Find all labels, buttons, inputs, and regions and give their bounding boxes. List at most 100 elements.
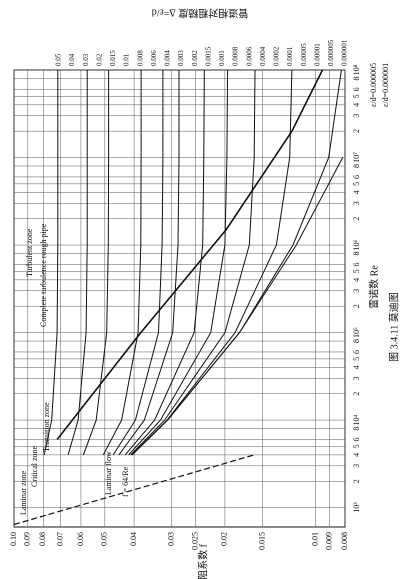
roughness-label: 0.000001 bbox=[341, 39, 349, 66]
x-tick-label: 2 bbox=[352, 129, 361, 133]
x-tick-label: 5 bbox=[352, 94, 361, 98]
roughness-curve bbox=[112, 70, 164, 456]
x-tick-label: 3 bbox=[352, 376, 361, 380]
y-tick-label: 0.05 bbox=[100, 532, 109, 546]
x-tick-label: 10⁷ bbox=[352, 152, 361, 163]
roughness-label: 0.008 bbox=[136, 50, 144, 66]
y-axis-label: 摩阻系数 f bbox=[196, 543, 209, 579]
annotation: Laminar zone bbox=[19, 470, 28, 515]
x-tick-label: 3 bbox=[352, 201, 361, 205]
roughness-label: 0.0006 bbox=[245, 46, 253, 66]
annotation: Complete turbulence rough pipe bbox=[39, 223, 48, 327]
roughness-label: 0.000005 bbox=[327, 39, 335, 66]
x-tick-label: 8 bbox=[352, 427, 361, 431]
x-tick-label: 6 bbox=[352, 262, 361, 266]
x-tick-label: 3 bbox=[352, 289, 361, 293]
y-tick-label: 0.07 bbox=[56, 532, 65, 546]
annotation: Critical zone bbox=[30, 445, 39, 487]
roughness-curve bbox=[43, 70, 59, 456]
x-tick-label: 3 bbox=[352, 114, 361, 118]
roughness-label: 0.0015 bbox=[204, 46, 212, 66]
x-tick-label: 10³ bbox=[352, 502, 361, 513]
x-tick-label: 2 bbox=[352, 392, 361, 396]
roughness-curve bbox=[131, 157, 344, 456]
annotation: ε/d=0.000005 bbox=[369, 63, 378, 107]
x-tick-label: 8 bbox=[352, 252, 361, 256]
roughness-label: 0.004 bbox=[164, 50, 172, 66]
roughness-curve bbox=[67, 70, 88, 456]
y-tick-label: 0.09 bbox=[23, 532, 32, 546]
y-tick-label: 0.04 bbox=[129, 532, 138, 546]
x-tick-label: 8 bbox=[352, 76, 361, 80]
x-tick-label: 6 bbox=[352, 350, 361, 354]
x-tick-label: 10⁵ bbox=[352, 327, 361, 338]
roughness-label: 0.001 bbox=[218, 50, 226, 66]
roughness-label: 0.0008 bbox=[232, 46, 240, 66]
y-tick-label: 0.08 bbox=[38, 532, 47, 546]
y-tick-label: 0.02 bbox=[220, 532, 229, 546]
roughness-label: 0.015 bbox=[109, 50, 117, 66]
x-tick-label: 5 bbox=[352, 182, 361, 186]
plot: 0.10 0.09 0.08 0.07 0.06 0.05 0.04 0.03 0.025 0.0… bbox=[9, 39, 400, 579]
annotation: ε/d=0.000001 bbox=[381, 63, 390, 107]
roughness-curve bbox=[118, 70, 180, 456]
x-tick-label: 4 bbox=[352, 190, 361, 194]
roughness-curve bbox=[131, 69, 293, 456]
annotation: Laminar flow bbox=[104, 451, 113, 495]
roughness-label: 0.00001 bbox=[313, 43, 321, 66]
annotation: f = 64/Re bbox=[121, 466, 130, 497]
laminar-line bbox=[13, 454, 255, 526]
x-tick-label: 2 bbox=[352, 304, 361, 308]
x-tick-label: 10⁴ bbox=[352, 414, 361, 425]
rough-boundary bbox=[56, 69, 324, 440]
roughness-curve bbox=[131, 69, 342, 456]
y-tick-label: 0.10 bbox=[9, 532, 18, 546]
y-tick-label: 0.008 bbox=[340, 532, 349, 550]
y-tick-label: 0.009 bbox=[324, 532, 333, 550]
roughness-label: 0.0002 bbox=[273, 46, 281, 66]
annotation: Transition zone bbox=[42, 402, 51, 452]
x-tick-label: 4 bbox=[352, 453, 361, 457]
roughness-label: 0.003 bbox=[177, 50, 185, 66]
y-tick-label: 0.025 bbox=[191, 532, 200, 550]
roughness-curve bbox=[128, 69, 229, 456]
x-tick-label: 8 bbox=[352, 164, 361, 168]
roughness-label: 0.00005 bbox=[300, 43, 308, 66]
x-tick-label: 4 bbox=[352, 278, 361, 282]
roughness-label: 0.0001 bbox=[286, 46, 294, 66]
roughness-curve bbox=[124, 69, 205, 456]
x-tick-label: 5 bbox=[352, 269, 361, 273]
x-tick-label: 5 bbox=[352, 444, 361, 448]
x-tick-label: 10⁸ bbox=[352, 64, 361, 75]
x-tick-label: 6 bbox=[352, 175, 361, 179]
x-tick-label: 6 bbox=[352, 87, 361, 91]
y-tick-label: 0.06 bbox=[76, 532, 85, 546]
x-tick-label: 6 bbox=[352, 437, 361, 441]
x-tick-label: 4 bbox=[352, 365, 361, 369]
roughness-label: 0.04 bbox=[68, 53, 76, 66]
plot-frame bbox=[13, 69, 346, 528]
roughness-label: 0.006 bbox=[150, 50, 158, 66]
roughness-curve bbox=[102, 70, 142, 456]
x-tick-label: 3 bbox=[352, 464, 361, 468]
y-tick-label: 0.01 bbox=[311, 532, 320, 546]
x-tick-label: 10⁶ bbox=[352, 239, 361, 250]
roughness-label: 0.02 bbox=[95, 53, 103, 66]
roughness-label: 0.01 bbox=[123, 53, 131, 66]
x-tick-label: 2 bbox=[352, 479, 361, 483]
roughness-curve bbox=[130, 69, 256, 456]
roughness-label: 0.05 bbox=[55, 53, 63, 66]
y-tick-label: 0.03 bbox=[167, 532, 176, 546]
roughness-title: 管道相对粗糙度 Δ=ε/d bbox=[152, 7, 249, 20]
roughness-label: 0.0004 bbox=[259, 46, 267, 66]
annotation: Turbulent zone bbox=[25, 228, 34, 277]
roughness-curve bbox=[82, 70, 110, 456]
x-tick-label: 4 bbox=[352, 103, 361, 107]
roughness-label: 0.002 bbox=[191, 50, 199, 66]
x-tick-label: 8 bbox=[352, 339, 361, 343]
x-axis-label: 雷诺数 Re bbox=[367, 265, 380, 309]
caption: 图 3.4.11 莫迪图 bbox=[388, 292, 400, 362]
roughness-label: 0.03 bbox=[82, 53, 90, 66]
x-tick-label: 2 bbox=[352, 217, 361, 221]
